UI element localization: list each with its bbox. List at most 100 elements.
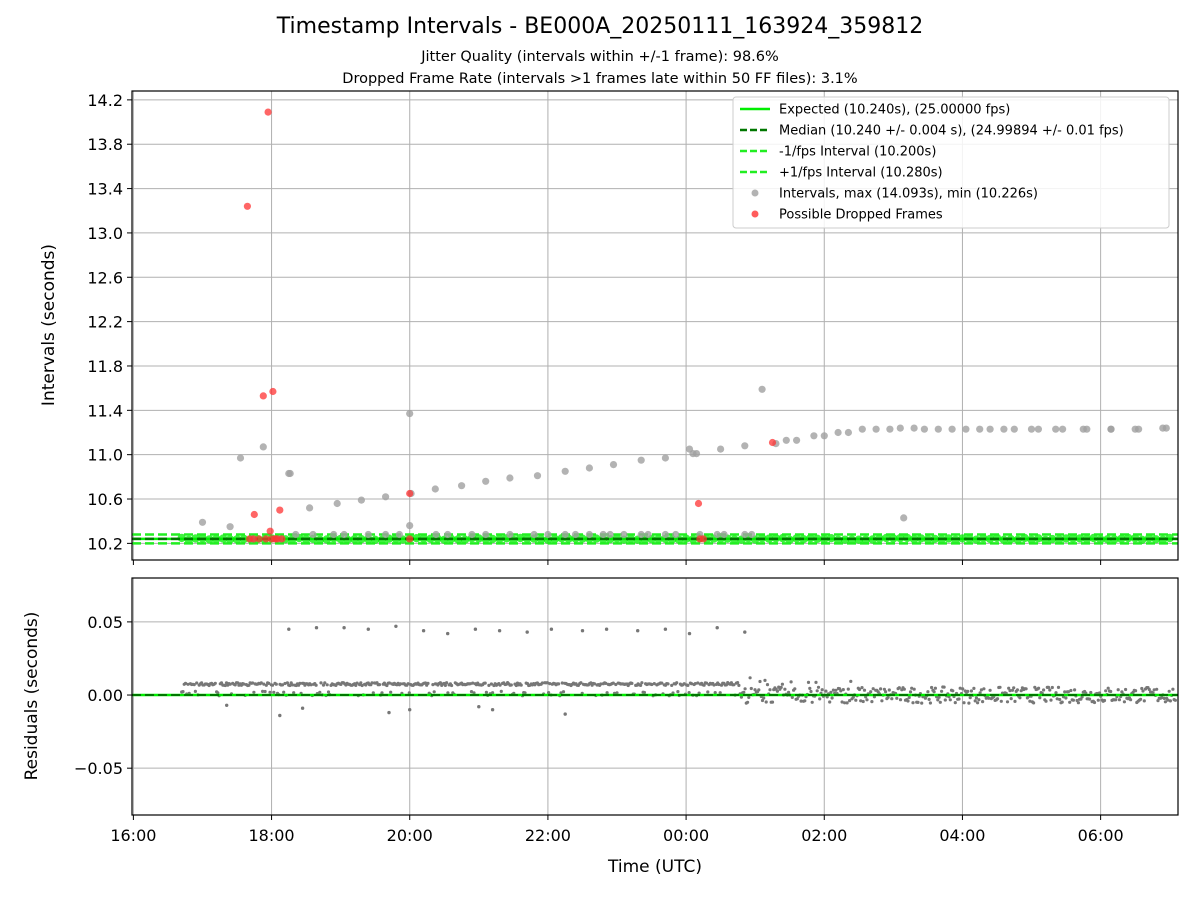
residual-point xyxy=(1122,700,1126,704)
residual-point xyxy=(450,683,454,688)
interval-point xyxy=(432,530,440,539)
residual-outlier-point xyxy=(687,631,692,636)
residual-point xyxy=(660,681,664,685)
x-axis-label: Time (UTC) xyxy=(607,857,702,877)
residual-point xyxy=(274,682,278,686)
legend-label-upper: +1/fps Interval (10.280s) xyxy=(779,166,943,181)
residual-point xyxy=(967,701,971,705)
interval-point xyxy=(820,432,828,440)
interval-point xyxy=(1162,424,1170,432)
x-tick-label: 04:00 xyxy=(939,826,985,845)
residual-point xyxy=(1024,687,1028,691)
residual-outlier-point xyxy=(497,629,502,633)
residual-point xyxy=(1147,687,1151,692)
residual-point xyxy=(712,683,716,687)
residual-point xyxy=(831,688,836,692)
dropped-frame-point xyxy=(264,108,272,116)
residual-point xyxy=(841,688,845,692)
residual-point xyxy=(979,688,984,692)
interval-point xyxy=(468,530,476,539)
residual-point xyxy=(1134,689,1138,693)
residual-point xyxy=(1073,688,1077,692)
dropped-frame-point xyxy=(278,535,286,543)
dropped-frame-point xyxy=(406,489,414,498)
residual-point xyxy=(443,683,447,688)
residual-point xyxy=(181,690,185,694)
interval-point xyxy=(544,530,552,539)
residual-point xyxy=(1152,688,1156,692)
residual-point xyxy=(1019,689,1023,693)
residual-point xyxy=(359,681,363,685)
interval-point xyxy=(834,428,842,437)
residual-point xyxy=(958,686,962,690)
jitter-quality-subtitle: Jitter Quality (intervals within +/-1 fr… xyxy=(421,49,779,65)
interval-point xyxy=(506,474,514,482)
interval-point xyxy=(793,436,801,444)
residual-point xyxy=(999,699,1003,703)
residual-point xyxy=(1066,690,1070,694)
interval-point xyxy=(382,530,390,539)
residual-point xyxy=(739,695,744,699)
residual-point xyxy=(1009,697,1013,701)
residual-point xyxy=(746,700,750,704)
residual-point xyxy=(579,681,583,685)
residual-point xyxy=(355,681,359,685)
residual-point xyxy=(438,681,442,685)
interval-point xyxy=(306,504,314,512)
residual-point xyxy=(926,690,930,694)
residual-point xyxy=(1129,698,1133,702)
residual-point xyxy=(1168,699,1172,703)
dropped-frame-point xyxy=(262,535,270,543)
residual-point xyxy=(614,682,618,687)
x-tick-label: 16:00 xyxy=(110,826,156,845)
residual-outlier-point xyxy=(604,627,609,631)
residual-point xyxy=(252,690,256,694)
residuals-grid xyxy=(132,578,1178,815)
residual-point xyxy=(468,682,472,686)
residual-point xyxy=(974,696,979,700)
residual-point xyxy=(829,690,833,695)
residual-point xyxy=(407,691,411,695)
intervals-y-tick-label: 14.2 xyxy=(87,91,123,110)
legend-label-intervals: Intervals, max (14.093s), min (10.226s) xyxy=(779,187,1038,202)
interval-point xyxy=(585,464,594,472)
residual-point xyxy=(491,691,495,695)
residual-point xyxy=(884,690,888,694)
residual-point xyxy=(630,681,634,686)
residual-outlier-point xyxy=(715,626,719,630)
x-tick-label: 20:00 xyxy=(387,826,433,845)
residual-point xyxy=(753,688,757,692)
interval-point xyxy=(599,530,607,539)
residual-point xyxy=(717,682,721,687)
residual-point xyxy=(984,696,988,700)
residual-point xyxy=(545,681,550,685)
residual-point xyxy=(380,691,384,695)
intervals-y-tick-label: 13.0 xyxy=(87,224,123,243)
interval-point xyxy=(872,425,880,433)
residual-point xyxy=(706,690,710,694)
residual-point xyxy=(262,682,266,686)
dropped-frame-point xyxy=(266,527,274,535)
interval-point xyxy=(900,514,908,522)
residual-point xyxy=(1038,696,1042,700)
residual-point xyxy=(484,690,488,695)
residual-point xyxy=(514,683,518,688)
interval-point xyxy=(886,425,894,433)
residual-point xyxy=(704,681,709,685)
residual-point xyxy=(406,682,410,686)
residual-point xyxy=(377,683,382,687)
intervals-axes-frame xyxy=(131,90,1179,561)
residual-outlier-point xyxy=(421,629,426,633)
residual-point xyxy=(223,683,227,688)
residual-outlier-point xyxy=(663,627,668,631)
residual-outlier-point xyxy=(549,627,554,631)
residual-point xyxy=(686,683,690,688)
interval-point xyxy=(620,530,628,539)
legend-label-expected: Expected (10.240s), (25.00000 fps) xyxy=(779,103,1010,118)
residual-point xyxy=(902,687,906,691)
residual-point xyxy=(605,691,609,695)
residual-point xyxy=(803,699,807,703)
interval-point xyxy=(758,385,766,393)
residuals-y-tick-label: −0.05 xyxy=(74,759,123,778)
residual-point xyxy=(757,688,761,692)
